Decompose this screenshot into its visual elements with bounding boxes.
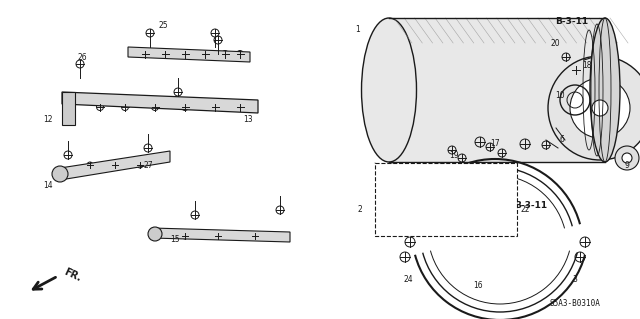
Text: 9: 9 bbox=[625, 160, 629, 169]
Polygon shape bbox=[152, 228, 290, 242]
Text: 15: 15 bbox=[170, 235, 180, 244]
Text: 12: 12 bbox=[44, 115, 52, 124]
Text: 14: 14 bbox=[43, 181, 53, 189]
Polygon shape bbox=[62, 92, 75, 125]
Text: FR.: FR. bbox=[62, 267, 83, 283]
Ellipse shape bbox=[362, 18, 417, 162]
Text: 23: 23 bbox=[437, 164, 447, 173]
Text: 16: 16 bbox=[473, 280, 483, 290]
Text: 20: 20 bbox=[550, 39, 560, 48]
Text: 1: 1 bbox=[356, 26, 360, 34]
Text: 21: 21 bbox=[389, 164, 399, 173]
Text: 7: 7 bbox=[429, 197, 435, 206]
Ellipse shape bbox=[590, 18, 620, 162]
Text: 13: 13 bbox=[243, 115, 253, 124]
Polygon shape bbox=[62, 92, 258, 113]
Text: 26: 26 bbox=[77, 54, 87, 63]
Circle shape bbox=[615, 146, 639, 170]
Circle shape bbox=[548, 56, 640, 160]
Bar bbox=[389, 18, 605, 162]
Text: 2: 2 bbox=[358, 205, 362, 214]
Text: S5A3-B0310A: S5A3-B0310A bbox=[550, 299, 600, 308]
Text: 11: 11 bbox=[600, 78, 610, 86]
Text: 4: 4 bbox=[411, 166, 415, 174]
Text: 18: 18 bbox=[582, 61, 592, 70]
Circle shape bbox=[622, 153, 632, 163]
Bar bbox=[375, 163, 517, 236]
Text: 5: 5 bbox=[422, 168, 428, 177]
Text: 24: 24 bbox=[403, 276, 413, 285]
Text: B-3-11: B-3-11 bbox=[399, 192, 431, 202]
Circle shape bbox=[592, 100, 608, 116]
Text: 3: 3 bbox=[573, 276, 577, 285]
Text: 22: 22 bbox=[520, 205, 530, 214]
Circle shape bbox=[52, 166, 68, 182]
Text: 6: 6 bbox=[559, 136, 564, 145]
Text: 27: 27 bbox=[143, 160, 153, 169]
Text: 19: 19 bbox=[449, 151, 459, 160]
Circle shape bbox=[570, 78, 630, 138]
Circle shape bbox=[148, 227, 162, 241]
Text: 10: 10 bbox=[555, 91, 565, 100]
Text: 8: 8 bbox=[612, 50, 618, 60]
Text: B-3-11: B-3-11 bbox=[515, 201, 548, 210]
Text: 25: 25 bbox=[158, 20, 168, 29]
Polygon shape bbox=[128, 47, 250, 62]
Text: B-3-11: B-3-11 bbox=[556, 18, 589, 26]
Text: 17: 17 bbox=[490, 138, 500, 147]
Polygon shape bbox=[58, 151, 170, 180]
